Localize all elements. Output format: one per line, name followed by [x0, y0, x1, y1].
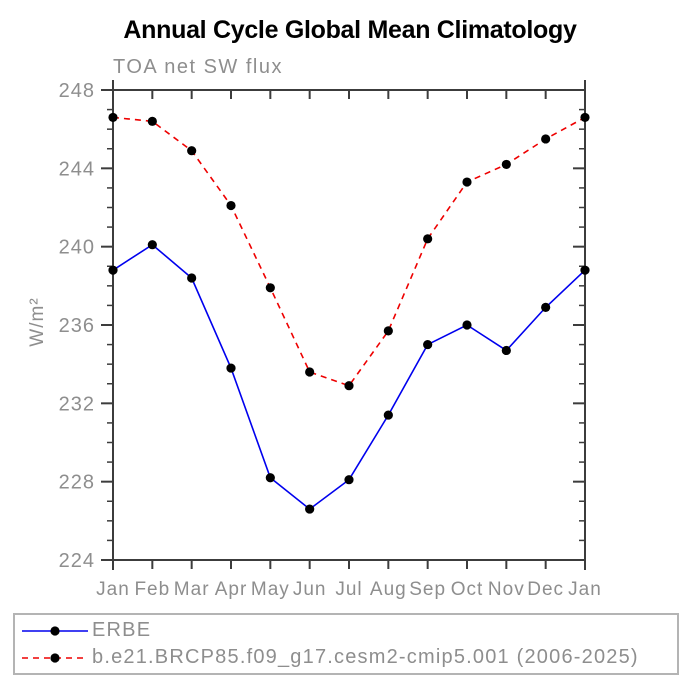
svg-text:Jan: Jan — [96, 579, 130, 600]
svg-text:224: 224 — [59, 550, 95, 572]
svg-text:Apr: Apr — [215, 579, 248, 600]
chart-subtitle: TOA net SW flux — [113, 56, 283, 78]
svg-text:232: 232 — [59, 393, 95, 415]
svg-text:236: 236 — [59, 315, 95, 337]
svg-text:240: 240 — [59, 237, 95, 259]
legend-item-erbe: ERBE — [20, 618, 677, 644]
svg-text:248: 248 — [59, 80, 95, 102]
legend-line-sample-erbe — [22, 625, 88, 636]
legend: ERBE b.e21.BRCP85.f09_g17.cesm2-cmip5.00… — [13, 613, 679, 675]
svg-text:May: May — [251, 579, 290, 600]
svg-text:Jul: Jul — [335, 579, 362, 600]
svg-text:Dec: Dec — [527, 579, 564, 600]
svg-text:Mar: Mar — [174, 579, 210, 600]
legend-label-erbe: ERBE — [92, 619, 152, 641]
svg-text:Jun: Jun — [293, 579, 327, 600]
legend-item-model: b.e21.BRCP85.f09_g17.cesm2-cmip5.001 (20… — [20, 645, 677, 671]
svg-text:228: 228 — [59, 472, 95, 494]
svg-text:Feb: Feb — [134, 579, 170, 600]
svg-text:244: 244 — [59, 158, 95, 180]
legend-line-sample-model — [22, 652, 88, 663]
svg-text:Jan: Jan — [568, 579, 602, 600]
svg-text:Sep: Sep — [409, 579, 446, 600]
svg-text:Aug: Aug — [370, 579, 407, 600]
legend-label-model: b.e21.BRCP85.f09_g17.cesm2-cmip5.001 (20… — [92, 646, 639, 668]
svg-text:Oct: Oct — [451, 579, 484, 600]
chart-title: Annual Cycle Global Mean Climatology — [123, 16, 577, 44]
svg-text:Nov: Nov — [488, 579, 525, 600]
